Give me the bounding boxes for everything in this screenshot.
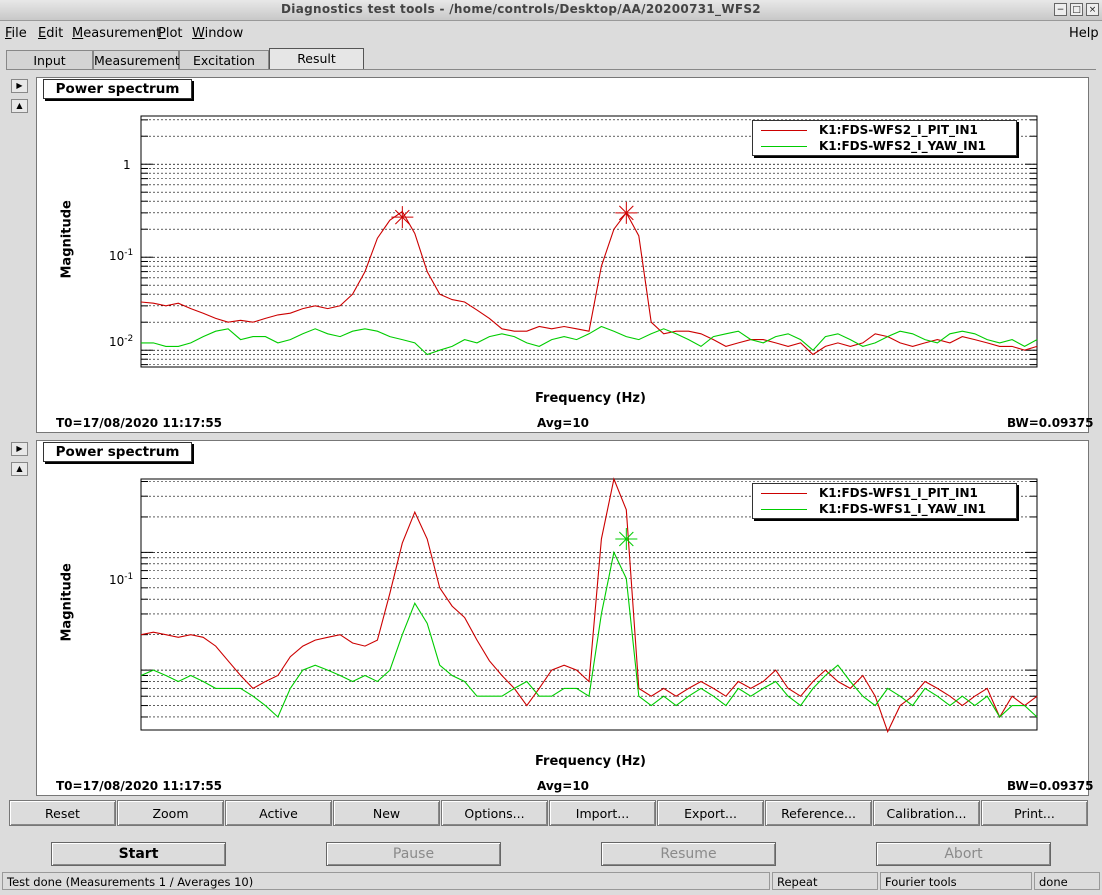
pad-prev-arrow-icon[interactable]: ▲ — [11, 99, 28, 113]
avg-label: Avg=10 — [537, 779, 590, 793]
y-tick-label: 10-2 — [109, 334, 134, 349]
menu-file[interactable]: File — [5, 26, 27, 41]
minimize-icon[interactable]: − — [1054, 3, 1067, 16]
legend-label: K1:FDS-WFS2_I_PIT_IN1 — [819, 123, 978, 137]
resume-button[interactable]: Resume — [601, 842, 776, 866]
menu-help[interactable]: Help — [1069, 26, 1099, 41]
series-line — [141, 325, 1038, 356]
legend[interactable]: K1:FDS-WFS1_I_PIT_IN1 K1:FDS-WFS1_I_YAW_… — [752, 483, 1017, 519]
marker-stroke — [394, 209, 410, 225]
spectrum-plot-bottom[interactable] — [37, 441, 1088, 795]
spectrum-plot-top[interactable] — [37, 78, 1088, 432]
pad-next-arrow-icon[interactable]: ▶ — [11, 79, 28, 93]
pause-button[interactable]: Pause — [326, 842, 501, 866]
menu-edit[interactable]: Edit — [38, 26, 64, 41]
export-button[interactable]: Export... — [657, 800, 764, 826]
pad2-prev-arrow-icon[interactable]: ▲ — [11, 462, 28, 476]
window-title: Diagnostics test tools - /home/controls/… — [281, 2, 761, 16]
tab-measurement[interactable]: Measurement — [93, 50, 180, 69]
tab-result[interactable]: Result — [269, 48, 364, 70]
legend-label: K1:FDS-WFS2_I_YAW_IN1 — [819, 139, 986, 153]
panel-title: Power spectrum — [43, 442, 192, 462]
calibration-button[interactable]: Calibration... — [873, 800, 980, 826]
new-button[interactable]: New — [333, 800, 440, 826]
avg-label: Avg=10 — [537, 416, 590, 430]
legend-entry: K1:FDS-WFS2_I_PIT_IN1 — [753, 122, 1016, 138]
legend-swatch — [761, 509, 807, 510]
plot-panel-bottom[interactable]: Power spectrum Magnitude Frequency (Hz) … — [36, 440, 1093, 796]
legend-entry: K1:FDS-WFS2_I_YAW_IN1 — [753, 138, 1016, 154]
legend-entry: K1:FDS-WFS1_I_YAW_IN1 — [753, 501, 1016, 517]
tab-excitation[interactable]: Excitation — [179, 50, 269, 69]
y-axis-label: Magnitude — [59, 563, 75, 642]
y-tick-label: 1 — [123, 158, 131, 172]
peak-marker — [391, 206, 414, 229]
legend-entry: K1:FDS-WFS1_I_PIT_IN1 — [753, 485, 1016, 501]
x-axis-label: Frequency (Hz) — [535, 391, 646, 406]
peak-marker — [615, 527, 638, 550]
menu-window[interactable]: Window — [192, 26, 244, 41]
peak-marker — [615, 201, 638, 224]
t0-label: T0=17/08/2020 11:17:55 — [56, 779, 223, 793]
marker-stroke — [618, 205, 634, 221]
plot-panel-top[interactable]: Power spectrum Magnitude Frequency (Hz) … — [36, 77, 1093, 433]
pad2-next-arrow-icon[interactable]: ▶ — [11, 442, 28, 456]
zoom-button[interactable]: Zoom — [117, 800, 224, 826]
marker-stroke — [618, 531, 634, 547]
legend-swatch — [761, 146, 807, 147]
window-titlebar[interactable]: Diagnostics test tools - /home/controls/… — [0, 0, 1102, 21]
start-button[interactable]: Start — [51, 842, 226, 866]
legend-swatch — [761, 493, 807, 494]
reference-button[interactable]: Reference... — [765, 800, 872, 826]
status-message: Test done (Measurements 1 / Averages 10) — [2, 872, 770, 890]
tab-input[interactable]: Input — [6, 50, 93, 69]
legend-label: K1:FDS-WFS1_I_PIT_IN1 — [819, 486, 978, 500]
y-tick-label: 10-1 — [109, 572, 134, 587]
y-axis-label: Magnitude — [59, 200, 75, 279]
menu-measurement[interactable]: Measurement — [72, 26, 162, 41]
close-icon[interactable]: × — [1086, 3, 1099, 16]
tab-divider — [6, 69, 1096, 70]
t0-label: T0=17/08/2020 11:17:55 — [56, 416, 223, 430]
x-axis-label: Frequency (Hz) — [535, 754, 646, 769]
status-state: done — [1034, 872, 1100, 890]
maximize-icon[interactable]: □ — [1070, 3, 1083, 16]
panel-title: Power spectrum — [43, 79, 192, 99]
bw-label: BW=0.09375 — [1007, 416, 1094, 430]
legend-label: K1:FDS-WFS1_I_YAW_IN1 — [819, 502, 986, 516]
abort-button[interactable]: Abort — [876, 842, 1051, 866]
status-mode: Repeat — [772, 872, 878, 890]
y-tick-label: 10-1 — [109, 248, 134, 263]
series-line — [140, 550, 1038, 718]
active-button[interactable]: Active — [225, 800, 332, 826]
plot-frame — [140, 115, 1038, 368]
print-button[interactable]: Print... — [981, 800, 1088, 826]
series-line — [140, 477, 1038, 734]
legend-swatch — [761, 130, 807, 131]
options-button[interactable]: Options... — [441, 800, 548, 826]
reset-button[interactable]: Reset — [9, 800, 116, 826]
bw-label: BW=0.09375 — [1007, 779, 1094, 793]
status-bar: Test done (Measurements 1 / Averages 10)… — [0, 872, 1102, 892]
legend[interactable]: K1:FDS-WFS2_I_PIT_IN1 K1:FDS-WFS2_I_YAW_… — [752, 120, 1017, 156]
menubar: File Edit Measurement Plot Window Help — [0, 22, 1102, 44]
status-tool: Fourier tools — [880, 872, 1032, 890]
menu-plot[interactable]: Plot — [158, 26, 183, 41]
import-button[interactable]: Import... — [549, 800, 656, 826]
